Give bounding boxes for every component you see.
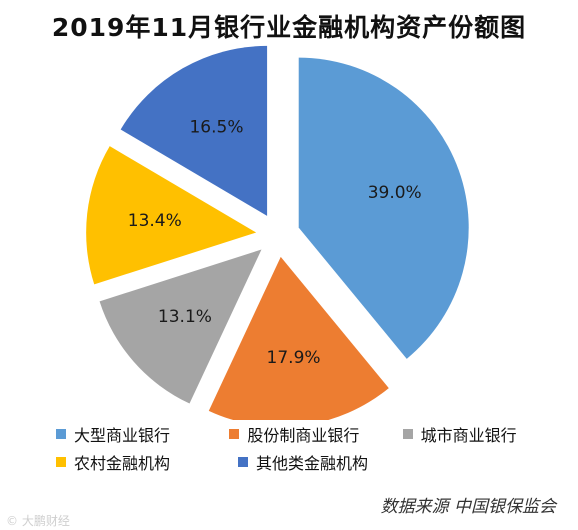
legend-swatch xyxy=(238,457,248,467)
legend-label: 大型商业银行 xyxy=(74,426,171,445)
legend-swatch xyxy=(56,429,66,439)
legend-label: 农村金融机构 xyxy=(74,454,171,473)
slice-value-label-4: 13.4% xyxy=(128,211,182,231)
legend-item-large-commercial-banks: 大型商业银行 xyxy=(56,422,229,446)
pie-chart: 39.0% 17.9% 13.1% 13.4% 16.5% xyxy=(86,45,469,420)
legend-swatch xyxy=(229,429,240,439)
legend-item-rural-financial-institutions: 农村金融机构 xyxy=(56,450,238,474)
legend-label: 其他类金融机构 xyxy=(256,454,369,473)
slice-value-label-1: 39.0% xyxy=(368,183,422,203)
watermark: © 大鹏财经 xyxy=(6,514,70,528)
chart-title: 2019年11月银行业金融机构资产份额图 xyxy=(51,13,527,42)
pie-slice-3 xyxy=(99,249,262,404)
slice-value-label-2: 17.9% xyxy=(267,348,321,368)
data-source-note: 数据来源 中国银保监会 xyxy=(380,497,556,517)
legend-label: 股份制商业银行 xyxy=(247,426,360,445)
legend-item-other-financial-institutions: 其他类金融机构 xyxy=(238,450,420,474)
pie-slice-1 xyxy=(298,57,469,359)
pie-slice-5 xyxy=(120,45,268,216)
legend-item-city-commercial-banks: 城市商业银行 xyxy=(402,422,576,446)
legend: 大型商业银行 股份制商业银行 城市商业银行 农村金融机构 其他类金融机构 xyxy=(56,420,576,476)
slice-value-label-3: 13.1% xyxy=(158,307,212,327)
legend-swatch xyxy=(56,457,66,467)
legend-row-1: 大型商业银行 股份制商业银行 城市商业银行 xyxy=(56,420,576,448)
pie-slice-2 xyxy=(208,256,389,420)
legend-swatch xyxy=(402,429,413,439)
pie-slice-4 xyxy=(86,146,257,285)
legend-item-joint-stock-banks: 股份制商业银行 xyxy=(229,422,402,446)
legend-label: 城市商业银行 xyxy=(420,426,517,445)
slice-value-label-5: 16.5% xyxy=(189,117,243,137)
legend-row-2: 农村金融机构 其他类金融机构 xyxy=(56,448,576,476)
